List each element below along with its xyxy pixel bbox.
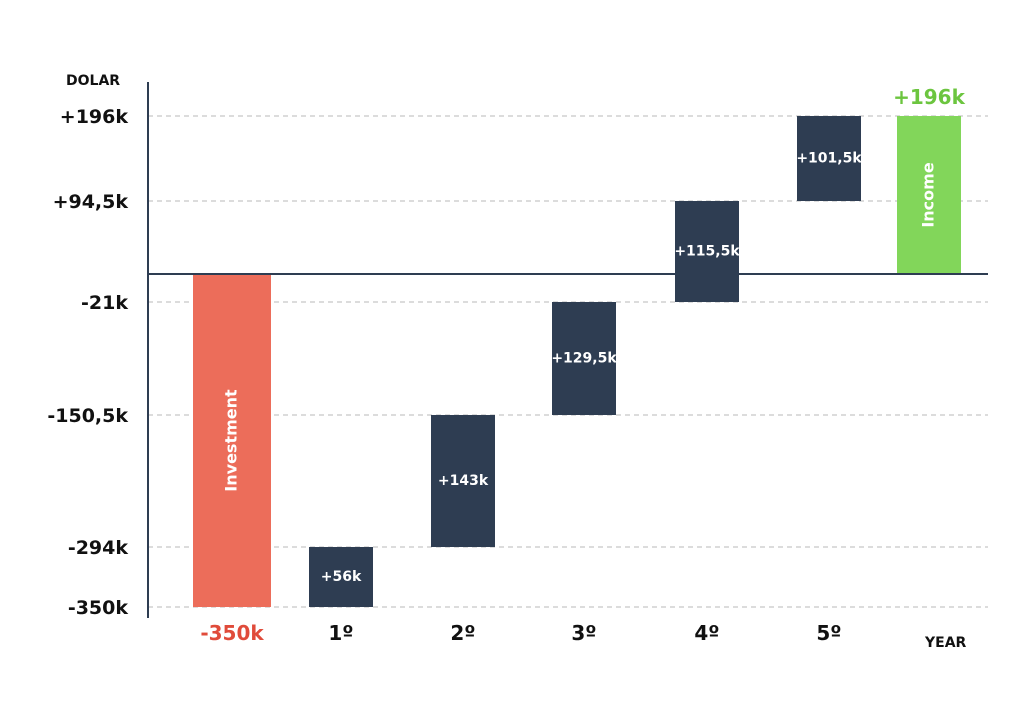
y-tick-label: +94,5k	[53, 191, 129, 213]
bar	[309, 547, 373, 607]
bar-value-label: +56k	[321, 569, 362, 585]
bar	[193, 274, 271, 607]
y-tick-label: -294k	[68, 537, 129, 559]
bar-value-label: Income	[919, 162, 938, 227]
x-axis-title: YEAR	[924, 635, 967, 651]
bar	[552, 302, 616, 415]
y-tick-label: -21k	[81, 292, 128, 314]
bar-value-label: +129,5k	[551, 351, 617, 367]
bar	[675, 201, 739, 302]
bar	[897, 116, 961, 274]
x-category-label: -350k	[200, 621, 264, 645]
bar-value-label: Investment	[222, 389, 241, 492]
x-category-label: 3º	[571, 621, 596, 645]
bar	[431, 415, 495, 547]
y-tick-label: -350k	[68, 597, 129, 619]
x-category-label: 2º	[450, 621, 475, 645]
axes	[147, 82, 988, 618]
bar-value-label: +101,5k	[796, 151, 862, 167]
gridlines	[148, 115, 988, 608]
bar-value-label: +143k	[438, 473, 489, 489]
bar-value-label: +115,5k	[674, 244, 740, 260]
bars	[193, 116, 961, 607]
y-tick-label: +196k	[60, 106, 129, 128]
labels: +196k +94,5k -21k -150,5k -294k -350k Investme…	[47, 85, 965, 645]
total-label: +196k	[893, 85, 966, 109]
x-category-label: 5º	[816, 621, 841, 645]
bar	[797, 116, 861, 201]
y-axis-title: DOLAR	[66, 73, 120, 89]
y-tick-label: -150,5k	[47, 405, 128, 427]
x-category-label: 4º	[694, 621, 719, 645]
x-category-label: 1º	[328, 621, 353, 645]
